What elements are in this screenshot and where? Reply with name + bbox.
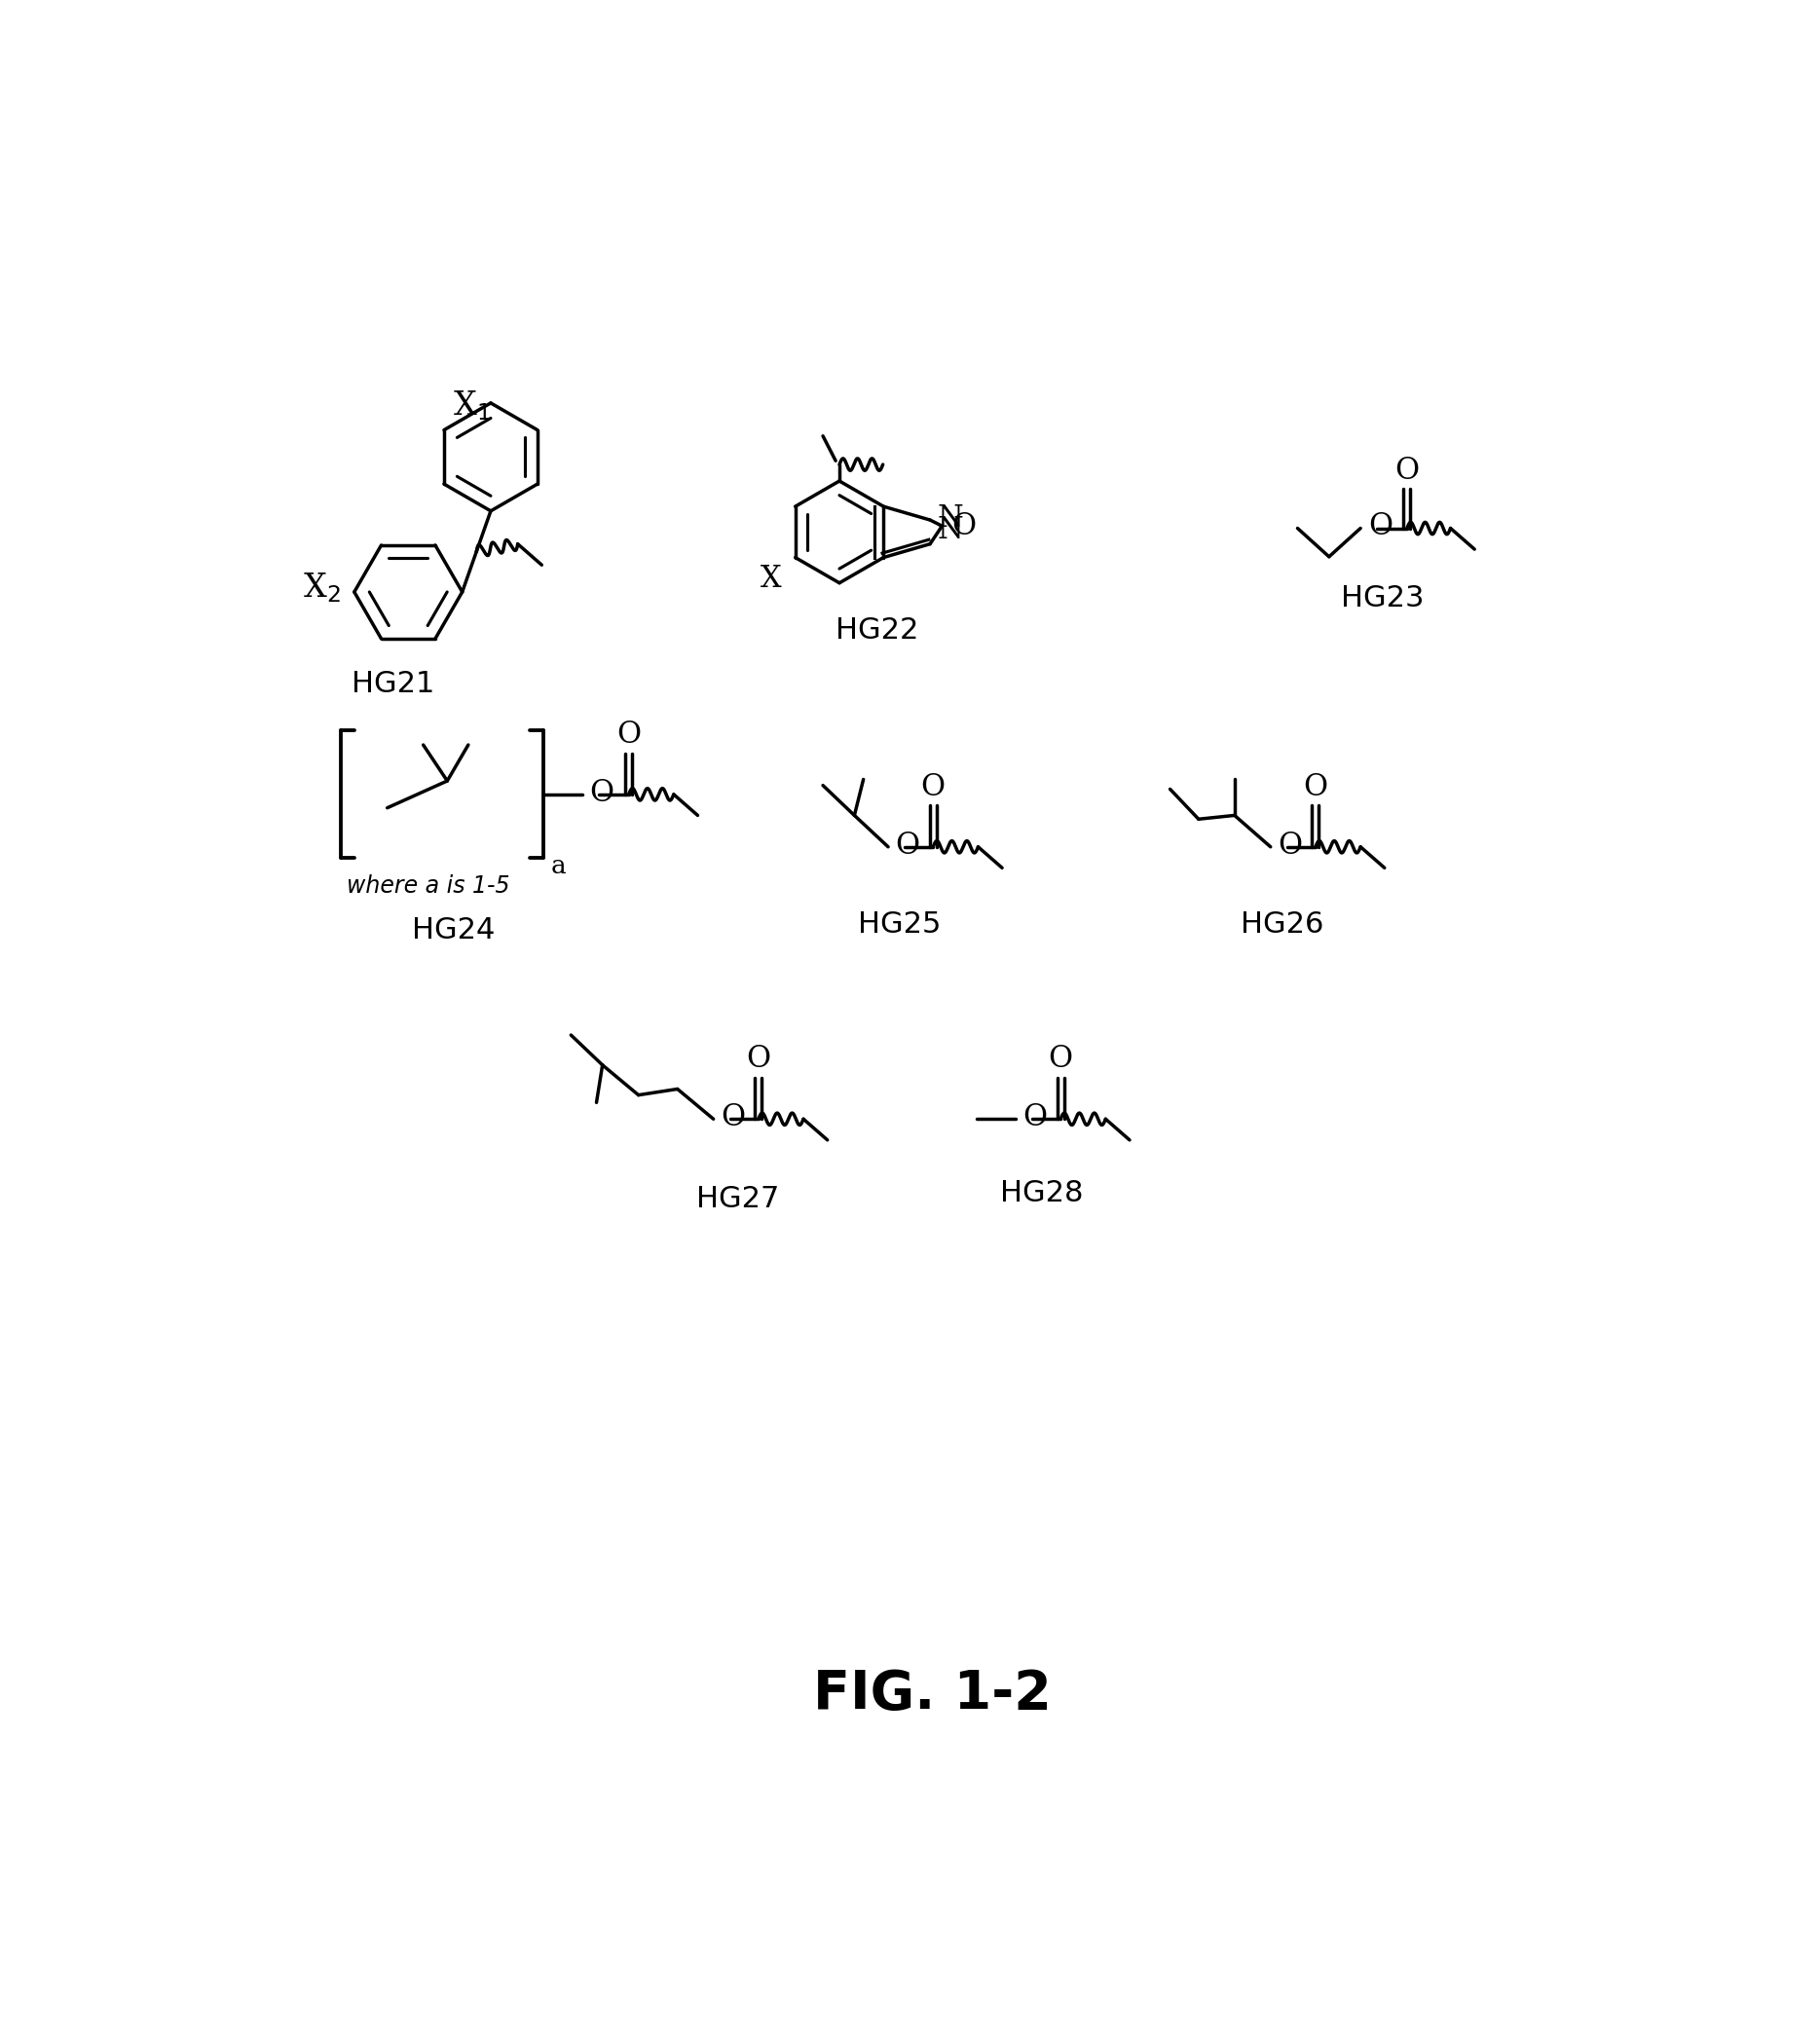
Text: a: a (551, 854, 566, 879)
Text: O: O (952, 511, 976, 541)
Text: HG25: HG25 (857, 911, 941, 940)
Text: N: N (937, 502, 963, 533)
Text: FIG. 1-2: FIG. 1-2 (814, 1668, 1052, 1721)
Text: X$_2$: X$_2$ (304, 572, 340, 604)
Text: O: O (617, 720, 641, 749)
Text: O: O (746, 1043, 770, 1074)
Text: O: O (1023, 1102, 1048, 1133)
Text: O: O (1278, 830, 1303, 860)
Text: HG27: HG27 (695, 1186, 779, 1212)
Text: HG26: HG26 (1239, 911, 1323, 940)
Text: HG28: HG28 (1001, 1180, 1083, 1208)
Text: O: O (895, 830, 921, 860)
Text: O: O (1048, 1043, 1072, 1074)
Text: O: O (921, 771, 945, 801)
Text: HG21: HG21 (351, 669, 435, 698)
Text: X: X (761, 563, 783, 594)
Text: O: O (590, 777, 613, 807)
Text: HG23: HG23 (1341, 584, 1425, 612)
Text: O: O (1394, 456, 1420, 486)
Text: N: N (937, 515, 963, 545)
Text: HG22: HG22 (835, 616, 919, 645)
Text: O: O (721, 1102, 746, 1133)
Text: where a is 1-5: where a is 1-5 (348, 875, 510, 897)
Text: HG24: HG24 (411, 917, 495, 946)
Text: O: O (1303, 771, 1329, 801)
Text: O: O (1369, 513, 1392, 541)
Text: X$_1$: X$_1$ (453, 388, 491, 423)
